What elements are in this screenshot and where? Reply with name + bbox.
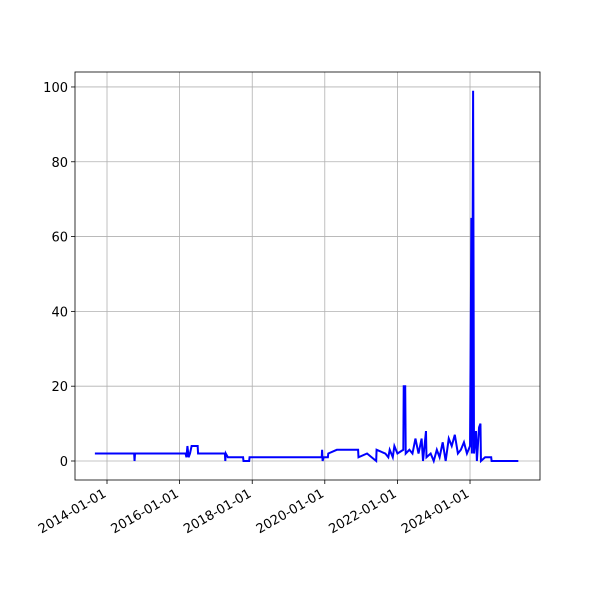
plot-frame <box>74 71 541 481</box>
y-tick-label: 40 <box>51 305 68 320</box>
y-tick-label: 0 <box>60 455 68 470</box>
data-line <box>94 90 519 465</box>
x-tick-label: 2018-01-01 <box>181 486 254 537</box>
x-tick-label: 2014-01-01 <box>36 486 109 537</box>
x-tick-label: 2020-01-01 <box>254 486 327 537</box>
x-tick-label: 2024-01-01 <box>399 486 472 537</box>
x-tick-label: 2022-01-01 <box>327 486 400 537</box>
y-tick-label: 80 <box>51 156 68 171</box>
x-tick-label: 2016-01-01 <box>109 486 182 537</box>
y-tick-label: 60 <box>51 231 68 246</box>
y-tick-label: 100 <box>43 81 68 96</box>
y-tick-label: 20 <box>51 380 68 395</box>
